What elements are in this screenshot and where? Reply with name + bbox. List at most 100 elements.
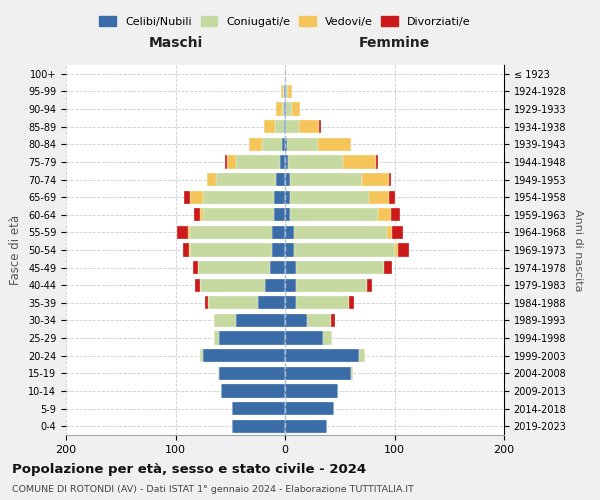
Bar [392, 226, 403, 239]
Bar [286, 102, 292, 116]
Bar [283, 85, 284, 98]
Bar [285, 402, 334, 415]
Bar [296, 261, 383, 274]
Bar [285, 366, 350, 380]
Bar [284, 85, 285, 98]
Bar [276, 102, 282, 116]
Bar [203, 190, 274, 204]
Bar [370, 190, 389, 204]
Bar [274, 190, 285, 204]
Bar [183, 244, 188, 256]
Bar [376, 156, 378, 168]
Bar [225, 156, 227, 168]
Bar [290, 190, 370, 204]
Bar [389, 173, 391, 186]
Bar [281, 85, 283, 98]
Bar [285, 173, 290, 186]
Bar [190, 244, 272, 256]
Bar [299, 120, 319, 134]
Bar [284, 102, 285, 116]
Bar [331, 314, 335, 327]
Bar [262, 138, 282, 151]
Bar [288, 85, 292, 98]
Bar [285, 332, 323, 344]
Text: COMUNE DI ROTONDI (AV) - Dati ISTAT 1° gennaio 2024 - Elaborazione TUTTITALIA.IT: COMUNE DI ROTONDI (AV) - Dati ISTAT 1° g… [12, 485, 414, 494]
Text: Popolazione per età, sesso e stato civile - 2024: Popolazione per età, sesso e stato civil… [12, 462, 366, 475]
Bar [274, 208, 285, 222]
Bar [200, 278, 265, 292]
Bar [221, 384, 285, 398]
Bar [285, 349, 359, 362]
Bar [349, 296, 354, 310]
Bar [285, 244, 294, 256]
Bar [367, 278, 371, 292]
Bar [232, 420, 285, 433]
Bar [285, 102, 286, 116]
Bar [323, 332, 332, 344]
Text: Maschi: Maschi [148, 36, 203, 50]
Bar [285, 296, 296, 310]
Bar [193, 261, 199, 274]
Bar [296, 278, 367, 292]
Bar [362, 173, 389, 186]
Bar [359, 349, 365, 362]
Bar [216, 173, 276, 186]
Bar [319, 120, 321, 134]
Bar [285, 120, 286, 134]
Bar [280, 156, 285, 168]
Bar [294, 226, 387, 239]
Bar [269, 261, 285, 274]
Bar [257, 296, 285, 310]
Bar [275, 120, 284, 134]
Bar [249, 138, 262, 151]
Bar [265, 278, 285, 292]
Bar [236, 156, 280, 168]
Bar [190, 226, 272, 239]
Bar [285, 261, 296, 274]
Bar [285, 208, 290, 222]
Bar [282, 102, 284, 116]
Bar [199, 261, 269, 274]
Bar [208, 296, 257, 310]
Bar [205, 296, 208, 310]
Bar [292, 102, 301, 116]
Bar [188, 226, 190, 239]
Bar [285, 156, 288, 168]
Bar [220, 366, 285, 380]
Bar [387, 226, 392, 239]
Bar [287, 138, 318, 151]
Bar [200, 208, 203, 222]
Bar [203, 349, 285, 362]
Bar [285, 226, 294, 239]
Bar [285, 190, 290, 204]
Bar [378, 208, 391, 222]
Bar [285, 138, 287, 151]
Bar [398, 244, 409, 256]
Y-axis label: Anni di nascita: Anni di nascita [573, 209, 583, 291]
Bar [290, 173, 362, 186]
Bar [343, 156, 376, 168]
Bar [318, 138, 351, 151]
Bar [207, 173, 216, 186]
Bar [290, 208, 378, 222]
Bar [285, 384, 338, 398]
Bar [391, 208, 400, 222]
Bar [395, 244, 398, 256]
Bar [276, 173, 285, 186]
Bar [288, 156, 343, 168]
Bar [264, 120, 275, 134]
Bar [307, 314, 331, 327]
Bar [294, 244, 395, 256]
Y-axis label: Fasce di età: Fasce di età [10, 215, 22, 285]
Bar [220, 332, 285, 344]
Bar [190, 190, 203, 204]
Bar [236, 314, 285, 327]
Bar [282, 138, 285, 151]
Bar [286, 85, 288, 98]
Text: Femmine: Femmine [359, 36, 430, 50]
Bar [296, 296, 349, 310]
Bar [176, 226, 188, 239]
Bar [214, 332, 220, 344]
Bar [272, 226, 285, 239]
Bar [200, 349, 203, 362]
